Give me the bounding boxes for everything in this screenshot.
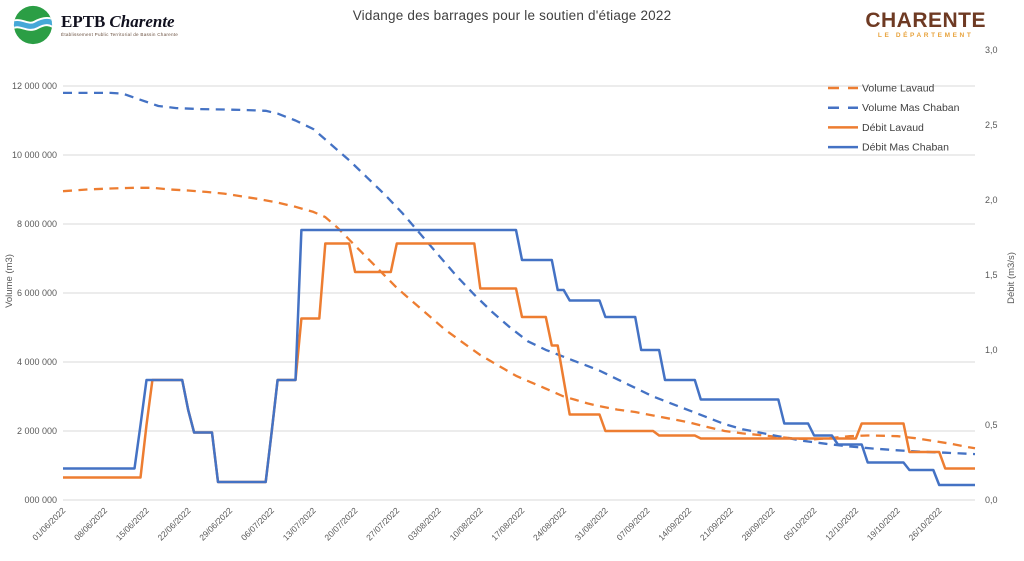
x-tick-label: 27/07/2022 <box>364 505 401 542</box>
y-left-tick-label: 2 000 000 <box>17 426 57 436</box>
eptb-name: Charente <box>109 11 175 31</box>
y-right-tick-label: 0,0 <box>985 495 998 505</box>
x-tick-label: 10/08/2022 <box>448 505 485 542</box>
x-tick-label: 17/08/2022 <box>489 505 526 542</box>
x-tick-label: 26/10/2022 <box>906 505 943 542</box>
eptb-logo-text: EPTB Charente Établissement Public Territ… <box>61 11 179 38</box>
y-right-axis-title: Débit (m3/s) <box>1006 252 1017 304</box>
y-left-axis-title: Volume (m3) <box>4 254 15 308</box>
x-tick-label: 14/09/2022 <box>656 505 693 542</box>
departement-logo-title: CHARENTE <box>865 9 986 32</box>
y-left-tick-label: 10 000 000 <box>12 150 57 160</box>
x-tick-label: 05/10/2022 <box>781 505 818 542</box>
x-tick-label: 28/09/2022 <box>740 505 777 542</box>
legend-label-volume-lavaud: Volume Lavaud <box>862 83 935 95</box>
x-tick-label: 29/06/2022 <box>197 505 234 542</box>
y-left-tick-label: 000 000 <box>24 495 57 505</box>
legend-label-debit-lavaud: Débit Lavaud <box>862 122 924 134</box>
x-tick-label: 21/09/2022 <box>698 505 735 542</box>
eptb-wave-icon <box>13 18 53 29</box>
x-tick-label: 03/08/2022 <box>406 505 443 542</box>
eptb-logo: EPTB Charente Établissement Public Territ… <box>12 4 178 46</box>
departement-charente-logo: CHARENTE LE DÉPARTEMENT <box>865 10 986 40</box>
x-tick-label: 22/06/2022 <box>155 505 192 542</box>
y-right-tick-label: 2,0 <box>985 195 998 205</box>
x-tick-label: 24/08/2022 <box>531 505 568 542</box>
departement-logo-subtitle: LE DÉPARTEMENT <box>877 32 974 39</box>
series-line-volume-lavaud <box>62 186 976 450</box>
eptb-logo-title: EPTB Charente <box>61 11 178 31</box>
legend-label-debit-mas-chaban: Débit Mas Chaban <box>862 142 949 154</box>
chart-title: Vidange des barrages pour le soutien d'é… <box>352 8 672 23</box>
y-right-tick-label: 2,5 <box>985 120 998 130</box>
x-tick-label: 12/10/2022 <box>823 505 860 542</box>
eptb-acronym: EPTB <box>61 11 106 31</box>
series-line-volume-mas-chaban <box>63 91 976 456</box>
y-right-tick-label: 3,0 <box>985 45 998 55</box>
x-tick-label: 13/07/2022 <box>281 505 318 542</box>
legend-label-volume-mas-chaban: Volume Mas Chaban <box>862 102 960 114</box>
eptb-logo-icon <box>13 5 53 45</box>
y-left-tick-label: 6 000 000 <box>17 288 57 298</box>
y-right-tick-label: 1,0 <box>985 345 998 355</box>
x-tick-label: 06/07/2022 <box>239 505 276 542</box>
y-right-tick-label: 0,5 <box>985 420 998 430</box>
x-tick-label: 08/06/2022 <box>72 505 109 542</box>
x-tick-label: 20/07/2022 <box>322 505 359 542</box>
x-tick-label: 31/08/2022 <box>573 505 610 542</box>
x-tick-label: 07/09/2022 <box>614 505 651 542</box>
y-right-tick-label: 1,5 <box>985 270 998 280</box>
x-tick-label: 19/10/2022 <box>865 505 902 542</box>
eptb-subtitle: Établissement Public Territorial de Bass… <box>61 31 179 37</box>
y-left-tick-label: 8 000 000 <box>17 219 57 229</box>
y-left-tick-label: 12 000 000 <box>12 81 57 91</box>
series-line-debit-mas-chaban <box>63 228 975 487</box>
x-tick-label: 15/06/2022 <box>114 505 151 542</box>
x-tick-label: 01/06/2022 <box>30 505 67 542</box>
y-left-tick-label: 4 000 000 <box>17 357 57 367</box>
